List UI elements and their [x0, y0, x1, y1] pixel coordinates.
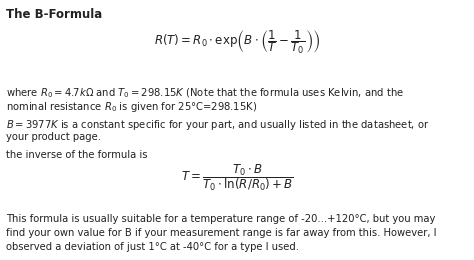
Text: observed a deviation of just 1°C at -40°C for a type I used.: observed a deviation of just 1°C at -40°…: [6, 242, 299, 252]
Text: $R(T) = R_0 \cdot \exp\!\left( B \cdot \left( \dfrac{1}{T} - \dfrac{1}{T_0} \rig: $R(T) = R_0 \cdot \exp\!\left( B \cdot \…: [154, 28, 320, 56]
Text: the inverse of the formula is: the inverse of the formula is: [6, 150, 147, 160]
Text: This formula is usually suitable for a temperature range of -20...+120°C, but yo: This formula is usually suitable for a t…: [6, 214, 436, 224]
Text: find your own value for B if your measurement range is far away from this. Howev: find your own value for B if your measur…: [6, 228, 437, 238]
Text: where $R_0 = 4.7k\Omega$ and $T_0 = 298.15K$ (Note that the formula uses Kelvin,: where $R_0 = 4.7k\Omega$ and $T_0 = 298.…: [6, 86, 404, 100]
Text: $T = \dfrac{T_0 \cdot B}{T_0 \cdot \ln(R/R_0) + B}$: $T = \dfrac{T_0 \cdot B}{T_0 \cdot \ln(R…: [181, 162, 293, 193]
Text: $B = 3977K$ is a constant specific for your part, and usually listed in the data: $B = 3977K$ is a constant specific for y…: [6, 118, 429, 132]
Text: your product page.: your product page.: [6, 132, 101, 142]
Text: The B-Formula: The B-Formula: [6, 8, 102, 21]
Text: nominal resistance $R_0$ is given for 25°C=298.15K): nominal resistance $R_0$ is given for 25…: [6, 100, 257, 114]
